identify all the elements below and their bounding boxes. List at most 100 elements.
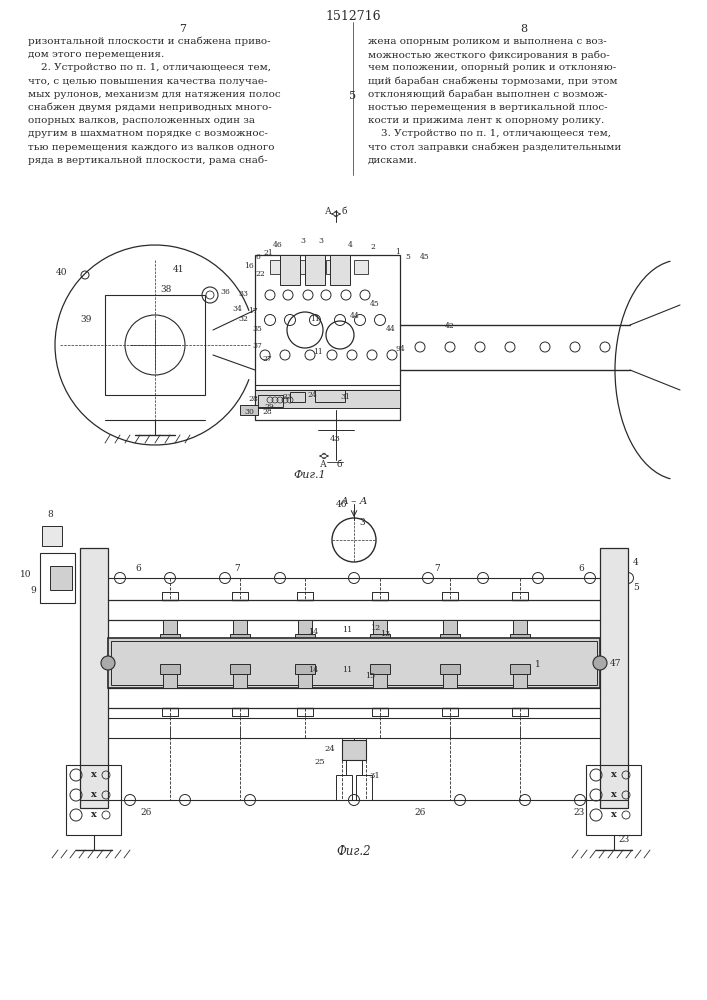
Bar [443,674,457,688]
Circle shape [593,656,607,670]
Text: 24: 24 [324,745,334,753]
Text: Фиг.1: Фиг.1 [293,470,327,480]
Bar [230,634,250,644]
Bar [255,390,400,408]
Bar [163,620,177,634]
Bar [440,634,460,644]
Bar [258,395,283,407]
Bar [330,255,350,285]
Bar [230,664,250,674]
Text: А: А [325,207,332,216]
Text: 23: 23 [282,393,292,401]
Bar [270,260,284,274]
Bar [513,620,527,634]
Bar [295,634,315,644]
Text: опорных валков, расположенных один за: опорных валков, расположенных один за [28,116,255,125]
Text: что стол заправки снабжен разделительными: что стол заправки снабжен разделительным… [368,143,621,152]
Text: 23: 23 [573,808,584,817]
Text: б: б [341,207,346,216]
Text: другим в шахматном порядке с возможнос-: другим в шахматном порядке с возможнос- [28,129,268,138]
Text: 7: 7 [434,564,440,573]
Bar [600,548,628,808]
Text: 47: 47 [610,659,621,668]
Text: А – А: А – А [340,497,368,506]
Bar [295,664,315,674]
Bar [356,775,372,800]
Bar [354,260,368,274]
Text: 6: 6 [135,564,141,573]
Text: мых рулонов, механизм для натяжения полос: мых рулонов, механизм для натяжения поло… [28,90,281,99]
Text: 39: 39 [80,315,91,324]
Text: 17: 17 [248,307,258,315]
Text: 26: 26 [414,808,426,817]
Text: 12: 12 [370,624,380,632]
Text: дом этого перемещения.: дом этого перемещения. [28,50,164,59]
Text: тью перемещения каждого из валков одного: тью перемещения каждого из валков одного [28,143,274,152]
Bar [586,765,641,835]
Text: отклоняющий барабан выполнен с возмож-: отклоняющий барабан выполнен с возмож- [368,90,607,99]
Text: 11: 11 [342,626,352,634]
Text: 38: 38 [160,285,171,294]
Text: 22: 22 [255,270,264,278]
Text: 11: 11 [313,348,323,356]
Bar [66,765,121,835]
Text: 34: 34 [232,305,242,313]
Text: щий барабан снабжены тормозами, при этом: щий барабан снабжены тормозами, при этом [368,77,617,86]
Text: 5: 5 [349,91,356,101]
Bar [80,548,108,808]
Text: 2. Устройство по п. 1, отличающееся тем,: 2. Устройство по п. 1, отличающееся тем, [28,63,271,72]
Text: 25: 25 [314,758,325,766]
Text: Фиг.2: Фиг.2 [337,845,371,858]
Bar [160,664,180,674]
Text: 5: 5 [633,583,639,592]
Text: 45: 45 [370,300,380,308]
Text: 11: 11 [310,315,320,323]
Text: 16: 16 [244,262,254,270]
Text: 33: 33 [238,290,248,298]
Text: 36: 36 [220,288,230,296]
Bar [111,641,597,685]
Bar [370,634,390,644]
Text: x: x [611,770,617,779]
Text: кости и прижима лент к опорному ролику.: кости и прижима лент к опорному ролику. [368,116,604,125]
Text: 37: 37 [252,342,262,350]
Text: 8: 8 [520,24,527,34]
Bar [240,405,258,415]
Text: 11: 11 [342,666,352,674]
Text: 40: 40 [57,268,68,277]
Text: жена опорным роликом и выполнена с воз-: жена опорным роликом и выполнена с воз- [368,37,607,46]
Text: 6: 6 [255,253,260,261]
Text: 29: 29 [264,403,274,411]
Text: 9: 9 [30,586,36,595]
Text: 8: 8 [47,510,53,519]
Text: 31: 31 [369,772,380,780]
Text: 14: 14 [308,628,318,636]
Text: 41: 41 [173,265,185,274]
Bar [40,553,75,603]
Text: ностью перемещения в вертикальной плос-: ностью перемещения в вертикальной плос- [368,103,607,112]
Bar [50,566,72,590]
Text: x: x [611,810,617,819]
Text: 44: 44 [386,325,396,333]
Text: 23: 23 [618,835,629,844]
Bar [326,260,340,274]
Bar [105,295,205,395]
Bar [255,255,400,420]
Text: чем положении, опорный ролик и отклоняю-: чем положении, опорный ролик и отклоняю- [368,63,617,72]
Text: можностью жесткого фиксирования в рабо-: можностью жесткого фиксирования в рабо- [368,50,609,60]
Text: 44: 44 [350,312,360,320]
Bar [160,634,180,644]
Text: 2: 2 [370,243,375,251]
Text: б: б [337,460,341,469]
Bar [373,674,387,688]
Text: ризонтальной плоскости и снабжена приво-: ризонтальной плоскости и снабжена приво- [28,37,271,46]
Text: 46: 46 [273,241,283,249]
Text: 46: 46 [336,500,348,509]
Text: 7: 7 [180,24,187,34]
Text: 3: 3 [359,518,365,527]
Text: 32: 32 [238,315,248,323]
Text: x: x [91,810,97,819]
Text: 3: 3 [318,237,323,245]
Text: 15: 15 [365,672,375,680]
Bar [108,638,600,688]
